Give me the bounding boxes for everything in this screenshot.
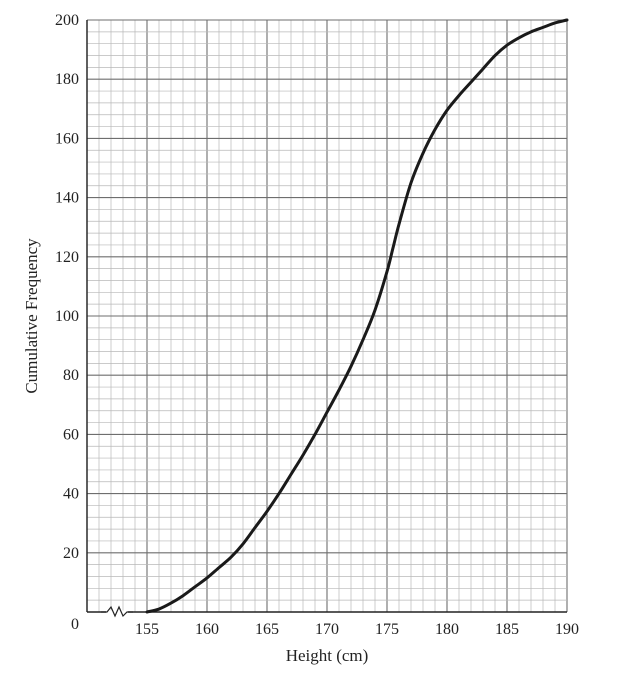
grid (86, 19, 568, 613)
y-tick-label: 20 (63, 545, 79, 562)
x-axis-title: Height (cm) (286, 646, 369, 665)
x-tick-label: 175 (375, 621, 399, 638)
axis-break-icon (101, 605, 133, 618)
y-axis-title: Cumulative Frequency (22, 238, 41, 394)
x-tick-label: 165 (255, 621, 279, 638)
y-tick-label: 160 (55, 130, 79, 147)
y-tick-label: 180 (55, 71, 79, 88)
y-tick-label: 200 (55, 12, 79, 29)
x-tick-label: 185 (495, 621, 519, 638)
series (145, 18, 569, 614)
y-tick-label: 120 (55, 249, 79, 266)
series-line (145, 18, 569, 614)
y-tick-label: 80 (63, 367, 79, 384)
x-tick-label: 180 (435, 621, 459, 638)
axes (86, 20, 567, 618)
origin-label: 0 (71, 616, 79, 633)
y-tick-label: 60 (63, 426, 79, 443)
tick-labels: 155 160 165 170 175 180 185 190 20 40 60 80 100 120 14… (55, 12, 579, 638)
x-tick-label: 160 (195, 621, 219, 638)
y-tick-label: 40 (63, 486, 79, 503)
y-tick-label: 100 (55, 308, 79, 325)
x-tick-label: 190 (555, 621, 579, 638)
x-tick-label: 155 (135, 621, 159, 638)
y-tick-label: 140 (55, 190, 79, 207)
x-tick-label: 170 (315, 621, 339, 638)
